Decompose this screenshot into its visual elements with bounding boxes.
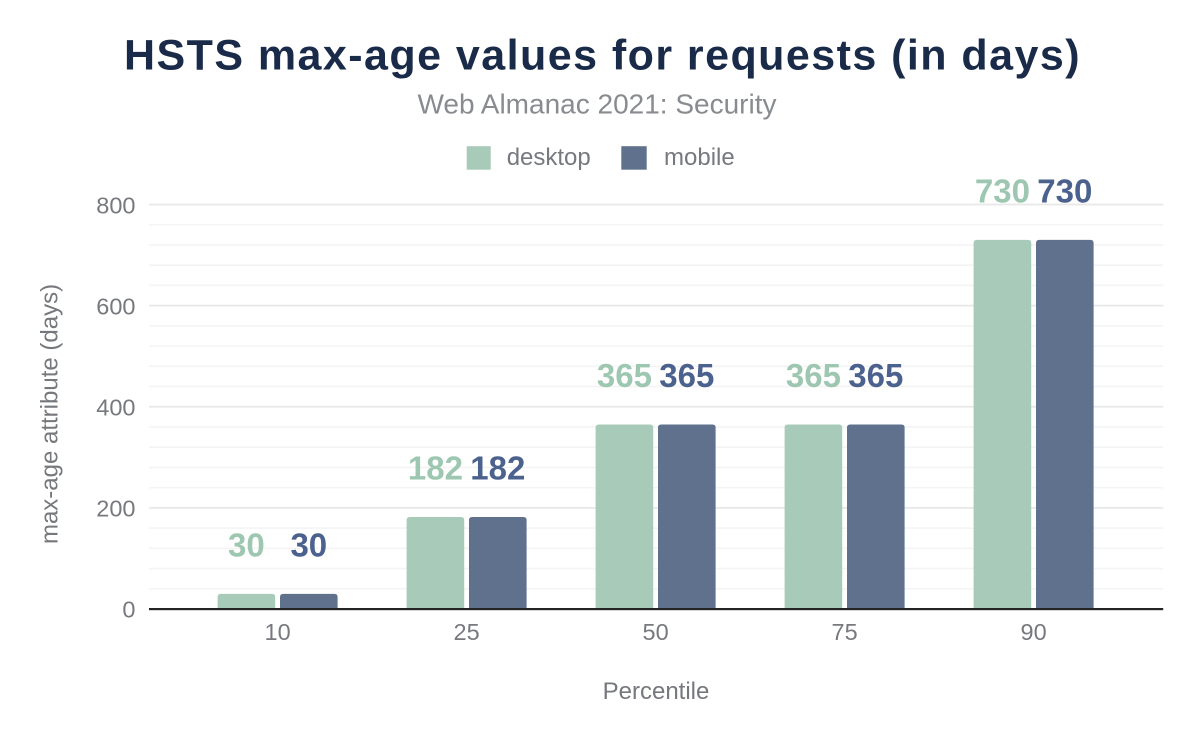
svg-text:Web Almanac 2021: Security: Web Almanac 2021: Security [417,89,776,120]
svg-text:365: 365 [659,357,714,394]
svg-text:30: 30 [228,526,265,563]
svg-text:Percentile: Percentile [603,678,710,705]
svg-text:730: 730 [1037,173,1092,210]
svg-text:800: 800 [96,192,135,218]
svg-text:25: 25 [454,619,480,645]
svg-text:200: 200 [96,496,135,522]
svg-text:10: 10 [265,619,291,645]
svg-text:desktop: desktop [507,144,591,171]
svg-text:75: 75 [832,619,858,645]
svg-text:365: 365 [848,357,903,394]
svg-text:HSTS max-age values for reques: HSTS max-age values for requests (in day… [124,32,1081,80]
svg-text:182: 182 [408,450,463,487]
svg-text:400: 400 [96,395,135,421]
svg-text:365: 365 [786,357,841,394]
svg-text:90: 90 [1021,619,1047,645]
svg-text:730: 730 [975,173,1030,210]
svg-text:365: 365 [597,357,652,394]
svg-text:0: 0 [122,597,135,623]
svg-text:mobile: mobile [664,144,735,171]
svg-text:max-age attribute (days): max-age attribute (days) [37,284,64,544]
svg-text:30: 30 [290,526,327,563]
svg-text:50: 50 [643,619,669,645]
svg-text:600: 600 [96,294,135,320]
svg-text:182: 182 [470,450,525,487]
